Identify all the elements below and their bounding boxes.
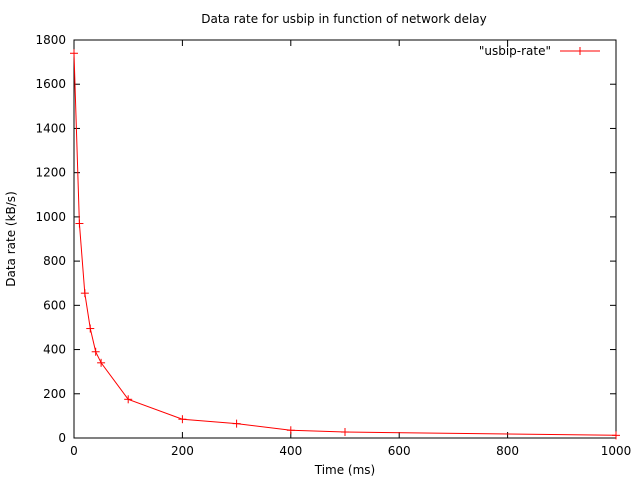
y-tick-label: 1800: [35, 33, 66, 47]
y-tick-label: 200: [43, 387, 66, 401]
data-point: [86, 324, 95, 333]
legend-marker: [576, 47, 584, 55]
legend: "usbip-rate": [479, 44, 600, 58]
x-tick-label: 800: [496, 444, 519, 458]
x-tick-label: 400: [279, 444, 302, 458]
x-axis-label: Time (ms): [314, 463, 376, 477]
chart-title: Data rate for usbip in function of netwo…: [201, 12, 487, 26]
data-series: [70, 49, 620, 440]
data-point: [97, 358, 106, 367]
y-tick-label: 1000: [35, 210, 66, 224]
y-tick-label: 1600: [35, 77, 66, 91]
data-point: [286, 426, 295, 435]
x-tick-label: 200: [171, 444, 194, 458]
data-point: [124, 395, 133, 404]
x-axis: 0 200 400 600 800 1000: [70, 40, 631, 458]
y-tick-label: 400: [43, 343, 66, 357]
y-axis: 0 200 400 600 800 1000 1200 1400 1600 1800: [35, 33, 616, 445]
plot-frame: [73, 39, 617, 439]
y-tick-label: 0: [58, 431, 66, 445]
data-point: [178, 415, 187, 424]
data-point: [70, 49, 78, 58]
y-tick-label: 600: [43, 298, 66, 312]
data-point: [80, 289, 89, 298]
y-tick-label: 1400: [35, 121, 66, 135]
data-point: [232, 419, 241, 428]
data-point: [91, 347, 100, 356]
x-tick-label: 1000: [601, 444, 632, 458]
series-line: [73, 53, 617, 436]
y-tick-label: 1200: [35, 166, 66, 180]
legend-label: "usbip-rate": [479, 44, 551, 58]
data-point: [341, 428, 349, 437]
x-tick-label: 0: [70, 444, 78, 458]
data-point: [612, 431, 620, 440]
y-tick-label: 800: [43, 254, 66, 268]
data-point: [75, 219, 84, 228]
x-tick-label: 600: [388, 444, 411, 458]
y-axis-label: Data rate (kB/s): [4, 191, 18, 287]
